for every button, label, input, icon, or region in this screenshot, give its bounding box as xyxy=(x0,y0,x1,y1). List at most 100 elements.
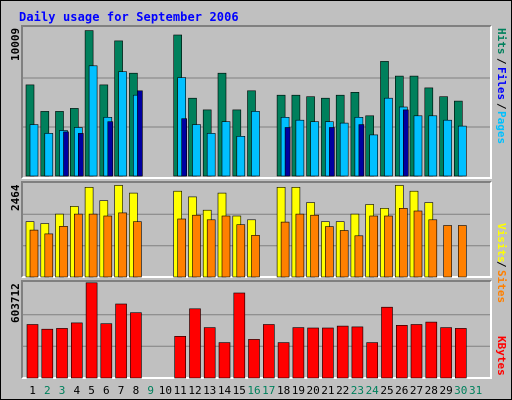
kbytes-bar xyxy=(395,324,408,379)
kbytes-bar xyxy=(351,326,364,379)
files-bar xyxy=(206,133,216,177)
sites-bar xyxy=(428,219,438,278)
files-bar xyxy=(295,119,305,177)
kbytes-bar xyxy=(440,327,452,379)
pages-bar xyxy=(402,109,409,177)
x-tick-label: 8 xyxy=(133,384,140,397)
kbytes-bar xyxy=(100,323,113,379)
x-tick-label: 18 xyxy=(277,384,290,397)
kbytes-bar xyxy=(248,339,260,379)
sites-bar xyxy=(310,214,319,278)
x-tick-label: 28 xyxy=(425,384,438,397)
x-tick-label: 21 xyxy=(321,384,334,397)
sites-bar xyxy=(236,224,246,278)
x-tick-label: 15 xyxy=(233,384,246,397)
sites-bar xyxy=(251,235,260,278)
kbytes-bar xyxy=(189,308,201,379)
sites-bar xyxy=(295,213,305,278)
files-bar xyxy=(413,115,423,177)
x-tick-label: 20 xyxy=(306,384,319,397)
sites-bar xyxy=(280,221,290,278)
sites-bar xyxy=(443,225,452,278)
files-bar xyxy=(221,121,231,177)
files-bar xyxy=(443,119,452,177)
pages-bar xyxy=(329,127,335,177)
sites-bar xyxy=(413,210,423,278)
x-tick-label: 1 xyxy=(29,384,36,397)
x-tick-label: 4 xyxy=(73,384,80,397)
kbytes-bar xyxy=(41,328,54,379)
x-tick-label: 17 xyxy=(262,384,275,397)
pages-bar xyxy=(78,133,84,177)
sites-bar xyxy=(103,215,113,278)
files-bar xyxy=(192,124,201,177)
sites-bar xyxy=(325,226,334,278)
kbytes-bar xyxy=(366,342,379,379)
x-tick-label: 3 xyxy=(59,384,66,397)
x-tick-label: 24 xyxy=(366,384,380,397)
sites-bar xyxy=(74,213,83,278)
kbytes-bar xyxy=(307,327,319,379)
x-tick-label: 27 xyxy=(410,384,423,397)
x-tick-label: 14 xyxy=(218,384,232,397)
sites-bar xyxy=(177,218,186,278)
kbytes-bar xyxy=(203,327,216,379)
sites-bar xyxy=(221,215,231,278)
kbytes-bar xyxy=(71,322,83,379)
kbytes-bar xyxy=(322,327,334,379)
sites-bar xyxy=(384,215,393,278)
kbytes-bar xyxy=(218,342,231,379)
kbytes-bar xyxy=(262,324,275,379)
kbytes-bar xyxy=(26,324,39,379)
kbytes-bar xyxy=(233,292,246,379)
chart-title: Daily usage for September 2006 xyxy=(19,10,239,24)
files-bar xyxy=(339,122,349,177)
sites-bar xyxy=(133,221,142,278)
x-tick-label: 9 xyxy=(147,384,154,397)
kbytes-bar xyxy=(85,282,98,379)
files-bar xyxy=(118,71,127,177)
x-tick-label: 5 xyxy=(88,384,95,397)
sites-bar xyxy=(29,229,39,278)
sites-bar xyxy=(59,226,68,278)
pages-bar xyxy=(284,127,291,177)
pages-bar xyxy=(137,90,143,177)
files-bar xyxy=(369,134,379,177)
kbytes-bar xyxy=(425,321,438,379)
files-bar xyxy=(251,111,260,177)
x-tick-label: 19 xyxy=(292,384,305,397)
sites-bar xyxy=(369,215,379,278)
x-tick-label: 16 xyxy=(247,384,260,397)
pages-bar xyxy=(358,124,365,177)
files-bar xyxy=(29,124,39,177)
kbytes-bar xyxy=(454,328,467,379)
kbytes-bar xyxy=(410,324,423,379)
kbytes-bar xyxy=(381,306,393,379)
files-bar xyxy=(384,97,393,177)
x-tick-label: 30 xyxy=(454,384,467,397)
kbytes-bar xyxy=(336,325,349,379)
x-tick-label: 2 xyxy=(44,384,51,397)
kbytes-bar xyxy=(56,328,68,379)
x-tick-label: 11 xyxy=(174,384,187,397)
x-tick-label: 31 xyxy=(469,384,482,397)
x-tick-label: 22 xyxy=(336,384,349,397)
files-bar xyxy=(428,115,438,177)
files-bar xyxy=(44,133,54,177)
sites-bar xyxy=(192,214,201,278)
kbytes-bar xyxy=(277,342,290,379)
x-tick-label: 6 xyxy=(103,384,110,397)
sites-bar xyxy=(457,225,467,278)
kbytes-bar xyxy=(292,327,305,379)
sites-bar xyxy=(339,230,349,278)
pages-bar xyxy=(181,118,187,177)
kbytes-bar xyxy=(130,312,142,379)
x-tick-label: 10 xyxy=(159,384,172,397)
x-tick-label: 7 xyxy=(118,384,125,397)
sites-bar xyxy=(88,213,98,278)
files-bar xyxy=(457,125,467,177)
x-tick-label: 23 xyxy=(351,384,364,397)
kbytes-bar xyxy=(115,303,127,379)
